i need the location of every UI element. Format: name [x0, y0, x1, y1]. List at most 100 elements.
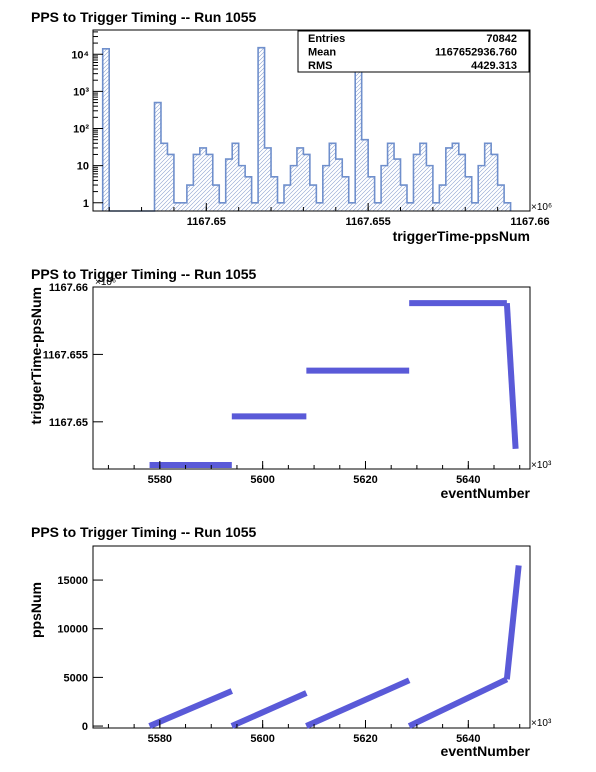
x-axis: 5580 5600 5620 5640	[107, 461, 521, 486]
stats-value: 4429.313	[471, 60, 517, 72]
stats-label: Entries	[308, 33, 345, 45]
y-tick-label: 0	[82, 721, 88, 733]
histogram-bar	[167, 154, 174, 211]
x-tick-label: 5620	[353, 474, 377, 486]
histogram-bar	[277, 202, 284, 211]
data-segment	[503, 565, 522, 680]
histogram-bar	[264, 147, 272, 211]
histogram-bar	[271, 176, 278, 211]
stats-label: Mean	[308, 47, 336, 59]
histogram-bar	[283, 185, 291, 211]
histogram-bar	[419, 143, 427, 211]
y-axis: 0 5000 10000 15000	[57, 575, 103, 733]
plot-frame	[92, 29, 531, 212]
histogram-bar	[212, 185, 220, 211]
histogram-bar	[471, 202, 479, 211]
x-tick-label: 1167.65	[187, 216, 226, 228]
plot-area	[149, 300, 519, 468]
x-tick-label: 5640	[456, 474, 480, 486]
x-axis: 1167.65 1167.655 1167.66	[108, 203, 550, 228]
histogram-bar	[154, 102, 161, 211]
y-tick-label: 1	[83, 198, 89, 210]
stats-value: 70842	[486, 33, 517, 45]
histogram-bar	[458, 154, 466, 211]
histogram-bar	[478, 165, 485, 211]
histogram-bar	[206, 154, 213, 211]
data-segment	[148, 688, 233, 729]
x-tick-label: 5580	[148, 733, 172, 745]
y-axis-label: triggerTime-ppsNum	[28, 287, 44, 424]
histogram-bar	[258, 47, 265, 211]
data-segment	[230, 690, 308, 729]
histogram-bar	[432, 202, 440, 211]
histogram-bar	[322, 165, 330, 211]
histogram-panel: PPS to Trigger Timing -- Run 1055 1 10 10²…	[31, 9, 552, 244]
x-tick-label: 1167.655	[346, 216, 391, 228]
y-tick-label: 10	[77, 161, 89, 173]
stats-value: 1167652936.760	[435, 47, 517, 59]
x-axis: 5580 5600 5620 5640	[107, 720, 521, 745]
histogram-bar	[245, 176, 252, 211]
x-tick-label: 5600	[250, 733, 274, 745]
histogram-bar	[186, 185, 194, 211]
x-tick-label: 5620	[353, 733, 377, 745]
histogram-bar	[160, 143, 168, 211]
chart-title: PPS to Trigger Timing -- Run 1055	[31, 266, 257, 282]
data-segment	[503, 302, 519, 449]
histogram-bar	[225, 159, 233, 211]
histogram-bar	[439, 185, 446, 211]
histogram-bar	[426, 165, 433, 211]
x-multiplier: ×10³	[531, 718, 552, 729]
histogram-bar	[309, 185, 317, 211]
plot-area	[148, 565, 522, 729]
histogram-bar	[497, 185, 505, 211]
histogram-bar	[445, 147, 453, 211]
scatter-panel-trigger-time: PPS to Trigger Timing -- Run 1055 1167.6…	[28, 266, 552, 501]
y-axis: 1167.65 1167.655 1167.66	[43, 282, 103, 429]
stats-label: RMS	[308, 60, 332, 72]
histogram-bar	[413, 154, 420, 211]
histogram-bar	[368, 176, 375, 211]
histogram-bar	[316, 202, 323, 211]
histogram-bar	[303, 154, 310, 211]
x-multiplier: ×10³	[531, 460, 552, 471]
histogram-bar	[348, 202, 356, 211]
histogram-bar	[465, 176, 472, 211]
histogram-bar	[452, 143, 459, 211]
y-multiplier: ×10⁶	[95, 277, 116, 288]
histogram-bar	[400, 185, 407, 211]
histogram-bar	[329, 143, 336, 211]
chart-title: PPS to Trigger Timing -- Run 1055	[31, 524, 257, 540]
y-tick-label: 10⁴	[71, 49, 89, 61]
stats-box-frame	[297, 30, 530, 73]
y-tick-label: 1167.66	[49, 282, 88, 294]
x-tick-label: 5640	[456, 733, 480, 745]
histogram-bar	[355, 47, 362, 211]
y-tick-label: 10000	[57, 624, 88, 636]
y-tick-label: 1167.655	[43, 349, 88, 361]
y-tick-label: 10²	[73, 124, 89, 136]
x-tick-label: 5580	[148, 474, 172, 486]
y-tick-label: 10³	[73, 86, 89, 98]
x-axis-label: eventNumber	[441, 743, 531, 759]
histogram-bar	[290, 165, 297, 211]
data-segment	[305, 677, 411, 729]
histogram-bar	[193, 154, 200, 211]
y-tick-label: 1167.65	[49, 417, 88, 429]
y-axis: 1 10 10² 10³ 10⁴	[71, 31, 103, 210]
histogram-bar	[296, 147, 304, 211]
histogram-bar	[238, 165, 246, 211]
x-tick-label: 1167.66	[510, 216, 549, 228]
histogram-bar	[251, 202, 259, 211]
histogram-bar	[394, 159, 401, 211]
y-tick-label: 5000	[64, 672, 88, 684]
histogram-bar	[504, 202, 511, 211]
data-segment	[407, 676, 509, 729]
histogram-bar	[335, 159, 343, 211]
histogram-bar	[342, 176, 349, 211]
histogram-bar	[219, 202, 226, 211]
plot-frame	[92, 545, 531, 729]
histogram-bar	[102, 48, 110, 211]
y-axis-label: ppsNum	[28, 582, 44, 638]
